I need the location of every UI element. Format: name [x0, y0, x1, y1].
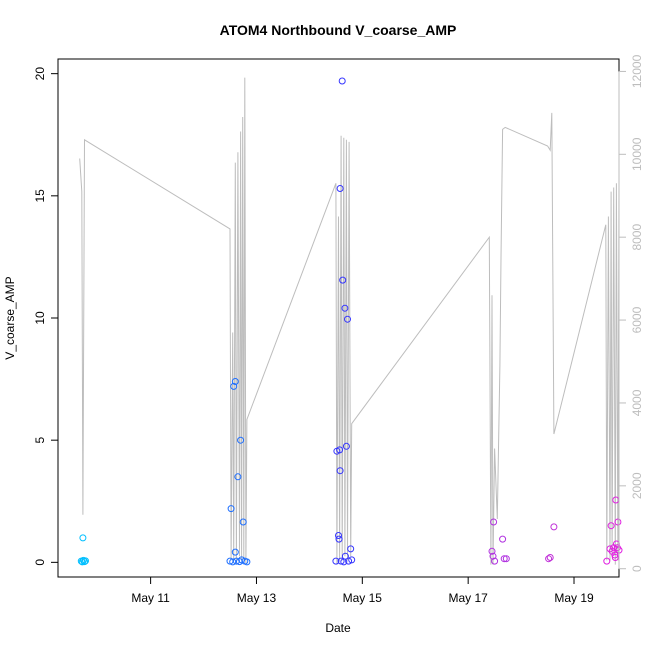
data-point — [489, 552, 497, 560]
x-axis-label: Date — [325, 621, 351, 635]
x-axis: May 11 May 13 May 15 May 17 May 19 — [131, 576, 594, 605]
data-point — [341, 304, 349, 312]
data-point — [499, 535, 507, 543]
data-point — [243, 558, 251, 566]
data-point — [227, 505, 235, 513]
y2-tick-label: 0 — [630, 565, 644, 572]
data-point — [491, 557, 499, 565]
data-point — [545, 555, 553, 563]
data-point — [232, 557, 240, 565]
data-point — [335, 532, 342, 539]
x-tick-label: May 15 — [343, 591, 383, 605]
data-point — [342, 442, 350, 450]
y-tick-label: 20 — [33, 67, 47, 81]
data-point — [81, 558, 88, 566]
data-point — [229, 558, 237, 566]
secondary-line — [79, 77, 620, 565]
data-point — [231, 378, 239, 385]
data-point — [347, 545, 355, 553]
y-tick-label: 10 — [33, 311, 47, 325]
data-point — [339, 276, 347, 284]
data-point — [611, 554, 619, 561]
data-point — [230, 382, 238, 390]
data-point — [336, 446, 344, 454]
x-tick-label: May 17 — [448, 591, 488, 605]
data-point — [82, 557, 89, 565]
y-axis-label: V_coarse_AMP — [3, 276, 17, 359]
data-point — [237, 436, 245, 444]
y2-tick-label: 6000 — [630, 306, 644, 333]
y2-tick-label: 10000 — [630, 137, 644, 171]
data-point — [345, 557, 353, 565]
data-point — [550, 523, 558, 531]
x-tick-label: May 13 — [237, 591, 277, 605]
data-point — [614, 518, 622, 526]
data-point — [335, 535, 343, 543]
data-point — [490, 518, 498, 526]
secondary-y-axis: 0 2000 4000 6000 8000 10000 12000 — [618, 54, 644, 572]
secondary-series-line — [79, 77, 620, 565]
data-point — [332, 557, 340, 565]
data-point — [336, 467, 344, 475]
data-point — [231, 548, 239, 556]
y-axis: 0 5 10 15 20 — [33, 67, 59, 566]
data-point — [239, 518, 247, 526]
data-point — [611, 551, 619, 559]
data-point — [502, 555, 510, 563]
y2-tick-label: 2000 — [630, 472, 644, 499]
data-point — [341, 552, 349, 560]
y2-tick-label: 4000 — [630, 389, 644, 416]
y-tick-label: 5 — [33, 437, 47, 444]
chart-title: ATOM4 Northbound V_coarse_AMP — [220, 22, 457, 38]
data-point — [338, 77, 346, 85]
data-point — [607, 522, 615, 530]
data-point — [79, 534, 87, 542]
data-point — [336, 185, 344, 192]
data-point — [488, 547, 496, 555]
y-tick-label: 0 — [33, 559, 47, 566]
data-point — [234, 473, 242, 481]
data-point — [236, 558, 243, 566]
data-point — [344, 315, 351, 323]
data-point — [603, 557, 611, 565]
data-point — [500, 555, 508, 563]
data-points — [77, 77, 623, 566]
data-point — [348, 556, 356, 564]
x-tick-label: May 19 — [554, 591, 594, 605]
y2-tick-label: 12000 — [630, 54, 644, 88]
x-tick-label: May 11 — [131, 591, 170, 605]
y-tick-label: 15 — [33, 189, 47, 203]
data-point — [546, 554, 554, 561]
y2-tick-label: 8000 — [630, 224, 644, 251]
